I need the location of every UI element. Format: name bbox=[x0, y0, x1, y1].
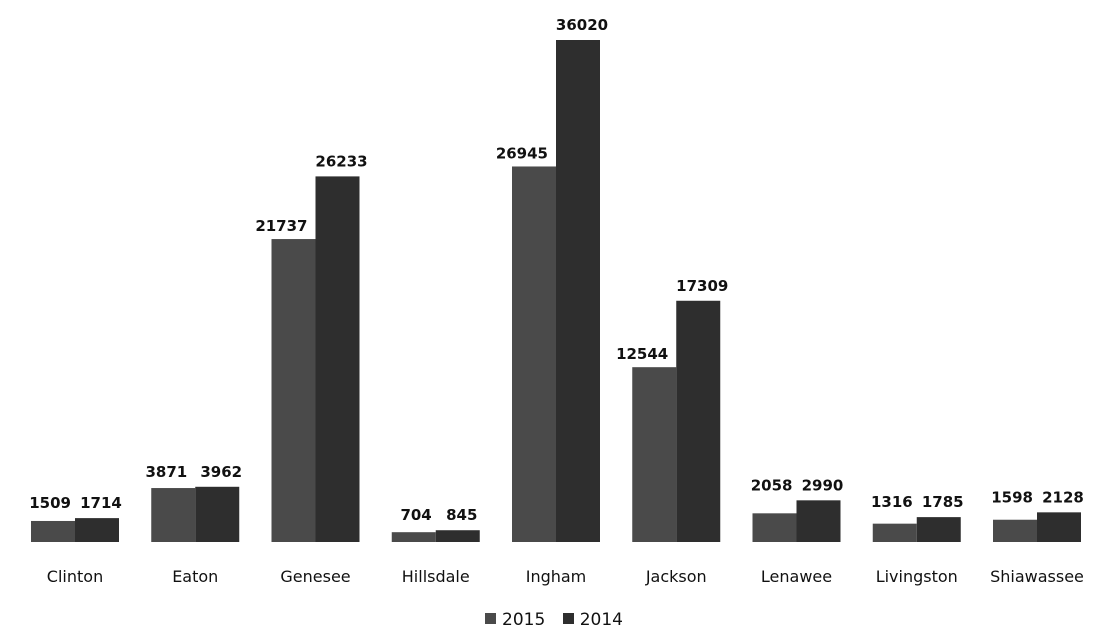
legend-item-series-1: 2015 bbox=[485, 610, 545, 630]
bar-shiawassee-2014 bbox=[1037, 512, 1081, 542]
data-label-livingston-2014: 1785 bbox=[922, 493, 964, 511]
legend-swatch-series-2 bbox=[562, 613, 574, 624]
data-label-livingston-2015: 1316 bbox=[871, 493, 913, 511]
category-label-eaton: Eaton bbox=[172, 567, 218, 586]
bars-layer bbox=[31, 40, 1081, 542]
legend: 2015 2014 bbox=[0, 610, 1108, 630]
bar-hillsdale-2015 bbox=[391, 532, 436, 542]
category-label-lenawee: Lenawee bbox=[761, 567, 832, 586]
bar-ingham-2015 bbox=[512, 166, 556, 542]
bar-ingham-2014 bbox=[556, 40, 600, 542]
bar-lenawee-2015 bbox=[752, 513, 797, 542]
category-label-genesee: Genesee bbox=[280, 567, 350, 586]
legend-label-series-2: 2014 bbox=[579, 610, 623, 630]
legend-swatch-series-1 bbox=[485, 613, 497, 624]
bar-jackson-2015 bbox=[632, 367, 677, 542]
data-label-eaton-2014: 3962 bbox=[200, 463, 242, 481]
legend-label-series-1: 2015 bbox=[502, 610, 546, 630]
bar-livingston-2014 bbox=[916, 517, 961, 542]
data-label-jackson-2014: 17309 bbox=[676, 277, 728, 295]
bar-eaton-2015 bbox=[151, 488, 196, 542]
data-label-shiawassee-2014: 2128 bbox=[1042, 488, 1084, 506]
data-label-genesee-2015: 21737 bbox=[255, 217, 307, 235]
category-label-clinton: Clinton bbox=[47, 567, 103, 586]
data-label-hillsdale-2014: 845 bbox=[446, 506, 477, 524]
bar-hillsdale-2014 bbox=[435, 530, 480, 542]
data-label-lenawee-2014: 2990 bbox=[802, 476, 844, 494]
category-axis-labels: Clinton Eaton Genesee Hillsdale Ingham Jackso… bbox=[47, 567, 1084, 586]
bar-jackson-2014 bbox=[676, 300, 721, 542]
bar-shiawassee-2015 bbox=[993, 519, 1037, 542]
data-label-shiawassee-2015: 1598 bbox=[991, 488, 1033, 506]
category-label-jackson: Jackson bbox=[645, 567, 707, 586]
category-label-ingham: Ingham bbox=[526, 567, 587, 586]
data-label-lenawee-2015: 2058 bbox=[751, 476, 793, 494]
bar-clinton-2014 bbox=[75, 518, 119, 542]
data-label-eaton-2015: 3871 bbox=[146, 463, 188, 481]
data-label-jackson-2015: 12544 bbox=[616, 345, 668, 363]
bar-eaton-2014 bbox=[195, 486, 240, 542]
data-label-clinton-2014: 1714 bbox=[80, 494, 122, 512]
legend-item-series-2: 2014 bbox=[562, 610, 623, 630]
category-label-hillsdale: Hillsdale bbox=[402, 567, 470, 586]
data-label-genesee-2014: 26233 bbox=[315, 152, 367, 170]
category-label-livingston: Livingston bbox=[876, 567, 958, 586]
data-label-ingham-2015: 26945 bbox=[496, 144, 548, 162]
data-label-ingham-2014: 36020 bbox=[556, 16, 608, 34]
data-label-hillsdale-2015: 704 bbox=[400, 506, 431, 524]
bar-lenawee-2014 bbox=[796, 500, 841, 542]
bar-clinton-2015 bbox=[31, 520, 75, 542]
data-labels-layer: 1509 1714 3871 3962 21737 26233 704 845 26945 360… bbox=[29, 16, 1084, 524]
bar-livingston-2015 bbox=[872, 523, 917, 542]
data-label-clinton-2015: 1509 bbox=[29, 494, 71, 512]
bar-genesee-2014 bbox=[315, 176, 360, 542]
category-label-shiawassee: Shiawassee bbox=[990, 567, 1084, 586]
bar-genesee-2015 bbox=[271, 239, 316, 542]
bar-chart: 1509 1714 3871 3962 21737 26233 704 845 26945 360… bbox=[29, 16, 1084, 586]
